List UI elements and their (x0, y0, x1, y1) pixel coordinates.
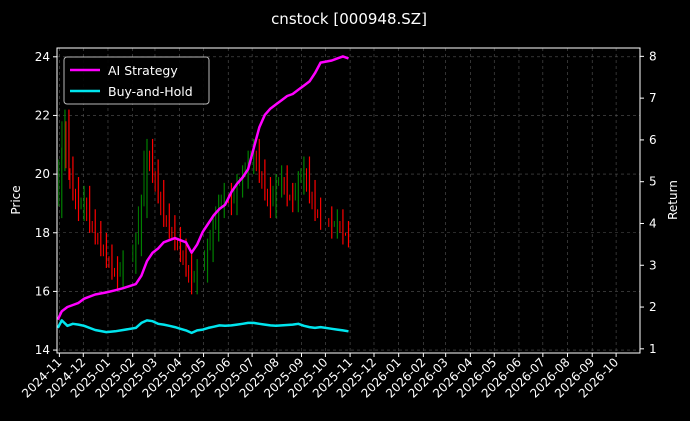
right-tick-label: 8 (649, 49, 657, 63)
legend-box (63, 56, 210, 105)
right-tick-label: 6 (649, 133, 657, 147)
plot-frame (56, 47, 641, 354)
left-tick-label: 16 (35, 284, 50, 298)
buy-and-hold-line (56, 319, 349, 335)
return-lines (56, 55, 349, 335)
right-axis: 1 2 3 4 5 6 7 8 (640, 49, 657, 356)
legend-label-ai: AI Strategy (108, 63, 178, 78)
right-tick-label: 3 (649, 258, 657, 272)
price-bars (58, 109, 350, 295)
left-axis-label: Price (9, 185, 23, 214)
left-tick-label: 22 (35, 108, 50, 122)
legend-label-bh: Buy-and-Hold (108, 84, 193, 99)
ai-strategy-line (56, 55, 349, 321)
right-axis-label: Return (666, 180, 680, 220)
legend: AI Strategy Buy-and-Hold (63, 56, 210, 105)
left-axis: 14 16 18 20 22 24 (35, 50, 57, 357)
chart-title: cnstock [000948.SZ] (271, 10, 427, 28)
right-tick-label: 2 (649, 300, 657, 314)
left-tick-label: 20 (35, 167, 50, 181)
left-tick-label: 18 (35, 226, 50, 240)
right-tick-label: 4 (649, 216, 657, 230)
right-tick-label: 5 (649, 175, 657, 189)
left-tick-label: 14 (35, 343, 50, 357)
right-tick-label: 7 (649, 91, 657, 105)
left-tick-label: 24 (35, 50, 50, 64)
right-tick-label: 1 (649, 342, 657, 356)
